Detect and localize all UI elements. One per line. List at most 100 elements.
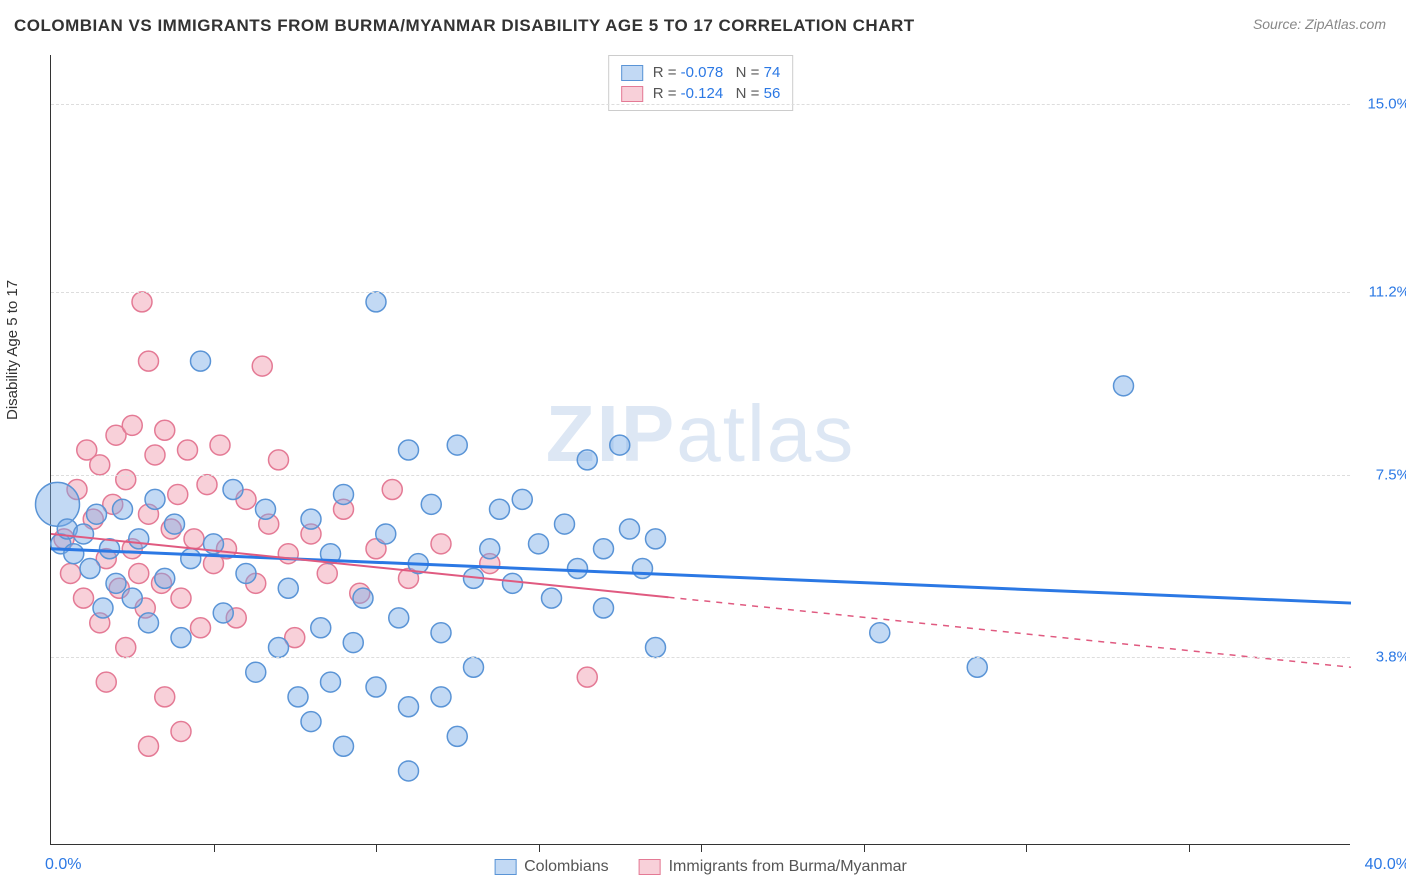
x-axis-label: 40.0% [1365,856,1406,874]
y-tick-label: 3.8% [1376,649,1406,666]
data-point [512,489,532,509]
data-point [61,563,81,583]
data-point [288,687,308,707]
data-point [93,598,113,618]
data-point [967,657,987,677]
data-point [191,351,211,371]
data-point [139,613,159,633]
y-tick-label: 11.2% [1369,284,1406,301]
data-point [568,559,588,579]
data-point [145,445,165,465]
legend-item: Colombians [494,858,608,876]
data-point [542,588,562,608]
data-point [382,480,402,500]
x-tick [539,844,540,852]
y-axis-label: Disability Age 5 to 17 [4,280,21,420]
x-tick [214,844,215,852]
data-point [529,534,549,554]
data-point [646,638,666,658]
data-point [100,539,120,559]
data-point [278,578,298,598]
data-point [431,623,451,643]
legend-swatch [621,65,643,81]
data-point [74,588,94,608]
x-tick [376,844,377,852]
data-point [301,509,321,529]
legend-label: Colombians [524,858,608,876]
data-point [353,588,373,608]
data-point [321,672,341,692]
data-point [490,499,510,519]
legend-series: ColombiansImmigrants from Burma/Myanmar [494,858,907,876]
data-point [252,356,272,376]
data-point [246,662,266,682]
x-axis-label: 0.0% [45,856,81,874]
data-point [122,588,142,608]
data-point [178,440,198,460]
data-point [139,351,159,371]
source-label: Source: ZipAtlas.com [1253,16,1386,32]
data-point [646,529,666,549]
x-tick [864,844,865,852]
chart-svg [51,55,1350,844]
data-point [431,687,451,707]
data-point [116,638,136,658]
legend-stats: R = -0.124 N = 56 [653,85,781,102]
data-point [74,524,94,544]
data-point [122,415,142,435]
data-point [90,455,110,475]
x-tick [1189,844,1190,852]
data-point [36,482,80,526]
data-point [129,529,149,549]
data-point [197,475,217,495]
data-point [278,544,298,564]
data-point [334,736,354,756]
data-point [366,677,386,697]
data-point [116,470,136,490]
data-point [503,573,523,593]
data-point [301,712,321,732]
data-point [431,534,451,554]
data-point [399,440,419,460]
data-point [610,435,630,455]
data-point [145,489,165,509]
data-point [139,736,159,756]
data-point [870,623,890,643]
data-point [184,529,204,549]
data-point [87,504,107,524]
grid-line [51,104,1350,105]
data-point [155,420,175,440]
data-point [168,484,188,504]
grid-line [51,475,1350,476]
data-point [80,559,100,579]
data-point [113,499,133,519]
data-point [376,524,396,544]
data-point [223,480,243,500]
data-point [594,598,614,618]
data-point [171,588,191,608]
data-point [165,514,185,534]
data-point [399,761,419,781]
legend-swatch [621,86,643,102]
data-point [421,494,441,514]
data-point [389,608,409,628]
data-point [366,292,386,312]
data-point [210,435,230,455]
chart-title: COLOMBIAN VS IMMIGRANTS FROM BURMA/MYANM… [14,16,915,36]
legend-stats: R = -0.078 N = 74 [653,64,781,81]
data-point [343,633,363,653]
data-point [181,549,201,569]
data-point [464,657,484,677]
data-point [64,544,84,564]
data-point [633,559,653,579]
data-point [171,628,191,648]
data-point [269,450,289,470]
data-point [555,514,575,534]
data-point [311,618,331,638]
data-point [155,687,175,707]
data-point [132,292,152,312]
legend-row: R = -0.124 N = 56 [621,83,781,104]
x-tick [701,844,702,852]
data-point [317,563,337,583]
grid-line [51,292,1350,293]
